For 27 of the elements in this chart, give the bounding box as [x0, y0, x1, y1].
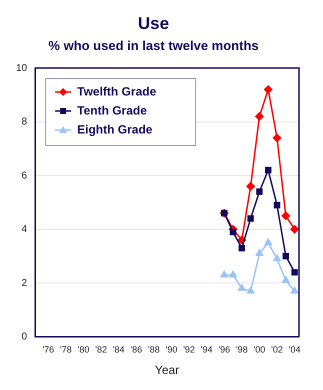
y-tick-label: 6 [22, 170, 28, 182]
y-tick-label: 4 [22, 224, 28, 236]
x-tick-label: '04 [288, 344, 300, 355]
y-tick-label: 8 [22, 116, 28, 128]
y-tick-label: 0 [22, 332, 28, 343]
x-tick-label: '92 [183, 344, 195, 355]
y-tick-label: 10 [16, 62, 28, 74]
chart-title: Use [138, 14, 170, 33]
y-tick-label: 2 [22, 278, 28, 289]
x-tick-label: '96 [218, 344, 230, 355]
x-tick-label: '88 [148, 344, 160, 355]
x-tick-label: '84 [112, 344, 125, 355]
x-tick-label: '98 [236, 344, 248, 355]
x-axis-title: Year [154, 363, 180, 378]
x-tick-label: '76 [42, 344, 54, 355]
x-tick-label: '78 [60, 344, 72, 355]
x-tick-label: '90 [166, 344, 178, 355]
legend-label: Tenth Grade [77, 103, 148, 118]
x-tick-label: '02 [271, 344, 283, 355]
chart-subtitle: % who used in last twelve months [48, 38, 259, 53]
x-tick-label: '86 [130, 344, 142, 355]
x-tick-label: '94 [200, 344, 213, 355]
x-tick-label: '00 [254, 344, 266, 355]
x-tick-label: '80 [78, 344, 90, 355]
x-tick-label: '82 [95, 344, 107, 355]
legend-label: Eighth Grade [77, 122, 153, 136]
legend-label: Twelfth Grade [77, 84, 157, 98]
